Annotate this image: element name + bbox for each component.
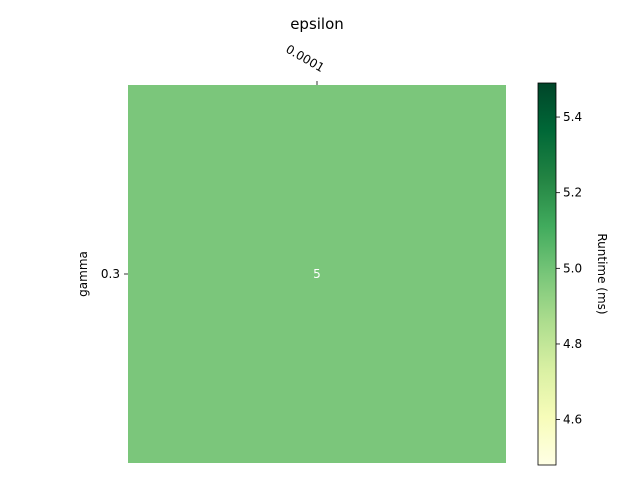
colorbar-outline <box>537 82 557 466</box>
y-tick-label: 0.3 <box>101 267 120 281</box>
y-axis-label: gamma <box>76 251 90 297</box>
colorbar <box>538 83 556 465</box>
colorbar-label: Runtime (ms) <box>595 233 609 314</box>
colorbar-tick-label: 5.0 <box>563 261 582 275</box>
y-axis-ticks: 0.3 <box>101 267 128 281</box>
x-tick-label: 0.0001 <box>283 42 326 75</box>
colorbar-tick-label: 5.4 <box>563 110 582 124</box>
cell-value-label: 5 <box>313 267 321 281</box>
x-axis-label: epsilon <box>290 15 344 33</box>
x-axis-ticks: 0.0001 <box>283 42 327 85</box>
heatmap-cells: 5 <box>128 85 506 463</box>
heatmap-cell <box>128 85 506 463</box>
colorbar-tick-label: 4.6 <box>563 413 582 427</box>
colorbar-tick-label: 4.8 <box>563 337 582 351</box>
colorbar-ticks: 4.6 4.8 5.0 5.2 5.4 <box>556 110 582 427</box>
colorbar-tick-label: 5.2 <box>563 186 582 200</box>
